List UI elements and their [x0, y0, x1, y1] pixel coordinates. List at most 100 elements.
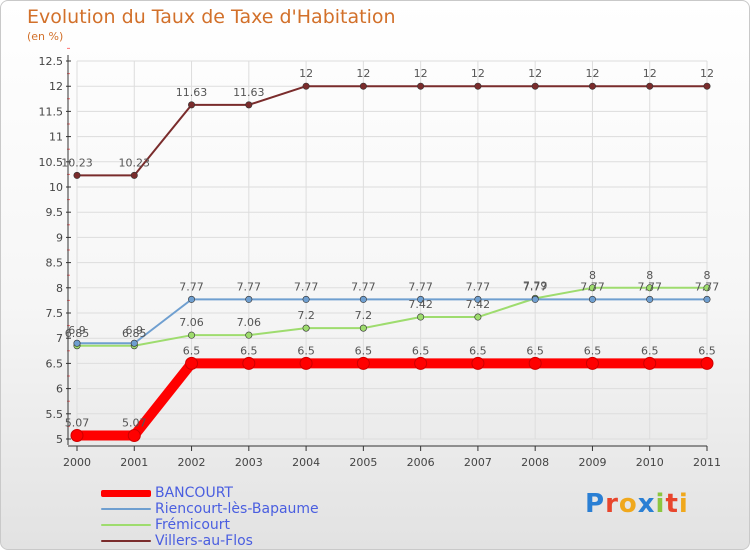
- data-point: [359, 82, 367, 90]
- data-label: 6.5: [355, 344, 373, 357]
- y-tick-label: 11: [49, 131, 63, 144]
- data-point: [242, 356, 256, 370]
- data-label: 7.2: [355, 309, 373, 322]
- data-label: 7.77: [637, 280, 662, 293]
- x-tick-label: 2010: [636, 456, 664, 469]
- y-tick-label: 8: [56, 282, 63, 295]
- data-label: 6.5: [412, 344, 430, 357]
- data-label: 12: [643, 67, 657, 80]
- data-point: [417, 82, 425, 90]
- x-tick-label: 2000: [63, 456, 91, 469]
- logo-letter: r: [605, 489, 619, 519]
- data-point: [356, 356, 370, 370]
- data-label: 7.77: [580, 280, 605, 293]
- data-point: [130, 339, 138, 347]
- x-tick-label: 2004: [292, 456, 320, 469]
- series-line-1: [76, 298, 708, 345]
- data-point: [417, 295, 425, 303]
- data-point: [245, 295, 253, 303]
- data-point: [643, 356, 657, 370]
- data-label: 7.79: [523, 279, 548, 292]
- legend-item: BANCOURT: [101, 485, 431, 501]
- x-tick-label: 2009: [578, 456, 606, 469]
- data-point: [417, 313, 425, 321]
- y-tick-label: 12: [49, 80, 63, 93]
- data-point: [414, 356, 428, 370]
- data-label: 12: [471, 67, 485, 80]
- data-label: 6.5: [183, 344, 201, 357]
- data-label: 8: [589, 269, 596, 282]
- legend-item: Frémicourt: [101, 517, 431, 533]
- data-label: 8: [646, 269, 653, 282]
- data-label: 6.5: [641, 344, 659, 357]
- data-label: 12: [700, 67, 714, 80]
- legend-label: BANCOURT: [155, 485, 233, 501]
- data-point: [703, 284, 711, 292]
- data-point: [130, 171, 138, 179]
- data-point: [703, 295, 711, 303]
- data-label: 11.63: [233, 86, 265, 99]
- data-label: 7.77: [179, 280, 204, 293]
- data-point: [299, 356, 313, 370]
- y-tick-label: 12.5: [39, 55, 64, 68]
- data-label: 7.42: [408, 298, 433, 311]
- data-point: [474, 82, 482, 90]
- logo-letter: P: [585, 489, 606, 519]
- data-point: [588, 284, 596, 292]
- series-line-3: [76, 85, 708, 177]
- data-point: [188, 101, 196, 109]
- data-point: [585, 356, 599, 370]
- data-label: 12: [414, 67, 428, 80]
- series-lines: [70, 82, 714, 442]
- legend-item: Riencourt-lès-Bapaume: [101, 501, 431, 517]
- data-label: 10.23: [119, 156, 151, 169]
- data-point: [302, 295, 310, 303]
- series-line-0: [72, 358, 712, 441]
- data-point: [646, 284, 654, 292]
- logo-letter: x: [637, 489, 656, 519]
- data-label: 7.06: [179, 316, 204, 329]
- data-point: [703, 82, 711, 90]
- data-label: 7.77: [466, 280, 491, 293]
- data-label: 6.9: [126, 324, 144, 337]
- proxiti-logo: Proxiti: [585, 489, 689, 519]
- data-point: [531, 295, 539, 303]
- x-tick-label: 2005: [349, 456, 377, 469]
- logo-letter: i: [655, 489, 666, 519]
- data-point: [528, 356, 542, 370]
- data-point: [185, 356, 199, 370]
- x-tick-label: 2011: [693, 456, 721, 469]
- data-labels: 10.23 10.23 11.63 11.63 12 12 12 12 12 12 12 12 6.85…: [61, 67, 719, 429]
- logo-letter: t: [665, 489, 679, 519]
- legend-swatch: [101, 508, 151, 510]
- axes: 5 5.5 6 6.5 7 7.5 8 8.5 9 9.5 10 10.5 11 11.5 12 12.5 20…: [39, 47, 721, 469]
- y-tick-label: 5.5: [46, 408, 64, 421]
- data-point: [474, 295, 482, 303]
- logo-letter: i: [678, 489, 689, 519]
- data-label: 7.77: [523, 280, 548, 293]
- data-point: [471, 356, 485, 370]
- legend-label: Riencourt-lès-Bapaume: [155, 501, 319, 517]
- data-point: [188, 295, 196, 303]
- data-label: 8: [704, 269, 711, 282]
- data-label: 6.5: [526, 344, 544, 357]
- data-point: [70, 428, 84, 442]
- data-label: 11.63: [176, 86, 208, 99]
- y-tick-label: 7.5: [46, 307, 64, 320]
- data-point: [73, 339, 81, 347]
- x-tick-label: 2006: [407, 456, 435, 469]
- data-label: 7.2: [297, 309, 315, 322]
- data-label: 7.77: [408, 280, 433, 293]
- data-label: 12: [585, 67, 599, 80]
- legend: BANCOURT Riencourt-lès-Bapaume Frémicourt V…: [101, 485, 431, 549]
- data-point: [646, 82, 654, 90]
- data-point: [700, 356, 714, 370]
- x-tick-label: 2008: [521, 456, 549, 469]
- y-tick-label: 9.5: [46, 206, 64, 219]
- data-label: 7.77: [294, 280, 319, 293]
- y-tick-label: 5: [56, 433, 63, 446]
- legend-swatch: [101, 524, 151, 526]
- data-point: [588, 295, 596, 303]
